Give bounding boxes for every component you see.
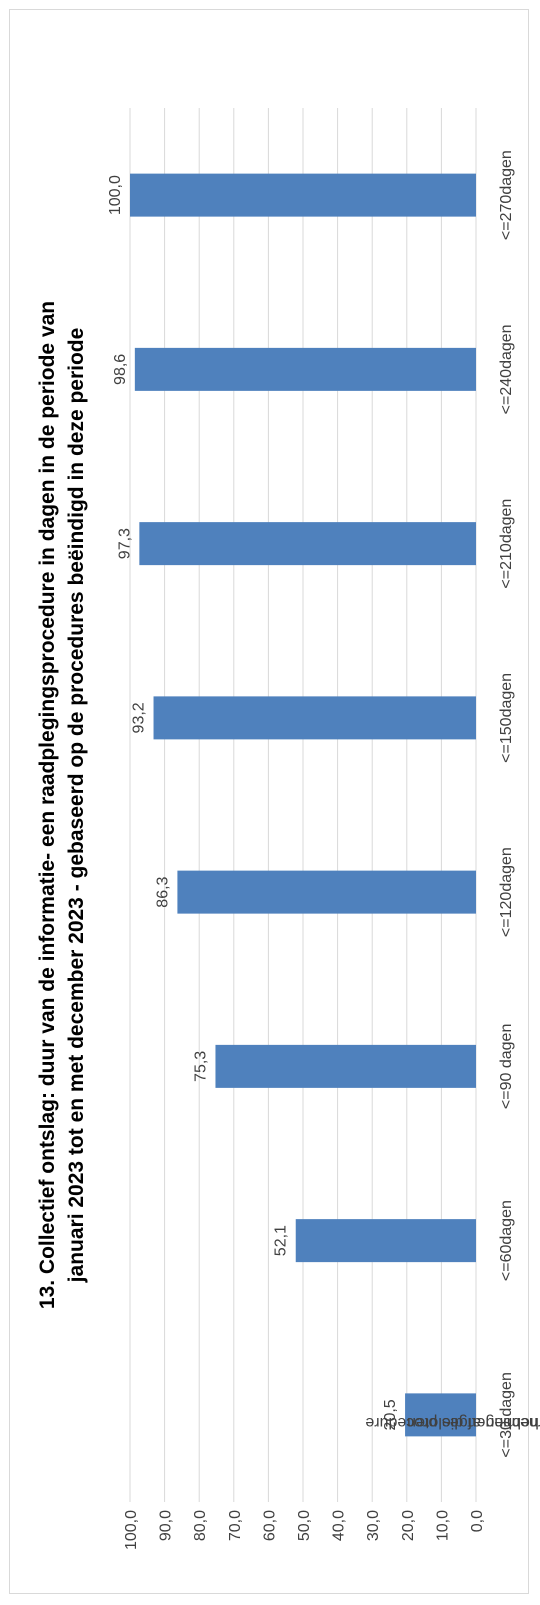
bar xyxy=(153,696,476,740)
y-tick-label: 70,0 xyxy=(227,1510,244,1541)
y-tick-label: 100,0 xyxy=(123,1510,140,1550)
data-label: 52,1 xyxy=(273,1225,290,1256)
bar xyxy=(139,522,477,566)
value-labels: 20,5 52,1 75,3 86,3 93,2 97,3 98,6 100,0 xyxy=(107,175,399,1430)
y-axis-ticks: 0,0 10,0 20,0 30,0 40,0 50,0 60,0 70,0 80,0 90,0 1… xyxy=(123,1510,486,1550)
category-label: <=210dagen xyxy=(498,499,515,589)
data-label: 97,3 xyxy=(116,528,133,559)
data-label: 98,6 xyxy=(112,354,129,385)
category-label: <=120dagen xyxy=(498,847,515,937)
y-tick-label: 0,0 xyxy=(469,1510,486,1532)
y-tick-label: 10,0 xyxy=(434,1510,451,1541)
data-label: 100,0 xyxy=(107,175,124,215)
data-label: 86,3 xyxy=(154,876,171,907)
chart-title-line-2: januari 2023 tot en met december 2023 - … xyxy=(65,328,88,1284)
bar xyxy=(130,173,476,217)
x-axis-categories: <=30 dagen <=60dagen <=90 dagen <=120dagen <… xyxy=(498,150,515,1457)
y-tick-label: 30,0 xyxy=(365,1510,382,1541)
y-tick-label: 60,0 xyxy=(261,1510,278,1541)
category-label: <=90 dagen xyxy=(498,1024,515,1109)
bar xyxy=(134,347,476,391)
y-tick-label: 20,0 xyxy=(400,1510,417,1541)
chart-frame xyxy=(9,9,529,1594)
chart-title-line-1: 13. Collectief ontslag: duur van de info… xyxy=(36,301,59,1309)
bars xyxy=(130,173,477,1437)
category-label: <=270dagen xyxy=(498,150,515,240)
y-tick-label: 40,0 xyxy=(331,1510,348,1541)
y-tick-label: 50,0 xyxy=(296,1510,313,1541)
data-label: 75,3 xyxy=(192,1051,209,1082)
y-axis-label-line-1: % aan ondernemingen die procedure xyxy=(365,1414,540,1431)
bar xyxy=(405,1393,476,1437)
data-label: 20,5 xyxy=(382,1399,399,1430)
bar xyxy=(295,1219,476,1263)
bar xyxy=(177,870,477,914)
y-axis-label-line-2: hebben afgesloten xyxy=(407,1414,539,1431)
category-label: <=60dagen xyxy=(498,1200,515,1281)
data-label: 93,2 xyxy=(131,702,148,733)
y-tick-label: 80,0 xyxy=(192,1510,209,1541)
y-tick-label: 90,0 xyxy=(158,1510,175,1541)
category-label: <=240dagen xyxy=(498,324,515,414)
bar xyxy=(215,1044,476,1088)
gridlines xyxy=(129,108,477,1502)
category-label: <=30 dagen xyxy=(498,1372,515,1457)
category-label: <=150dagen xyxy=(498,673,515,763)
